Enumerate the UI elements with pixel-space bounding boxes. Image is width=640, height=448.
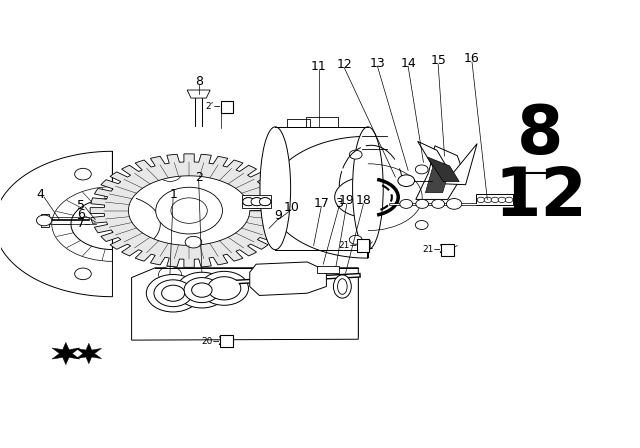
Text: 7: 7 [77, 216, 85, 230]
Text: 5: 5 [77, 199, 85, 212]
Text: 17: 17 [314, 198, 329, 211]
Text: 20−: 20− [202, 336, 220, 345]
Text: 21: 21 [438, 243, 454, 256]
Circle shape [349, 235, 362, 244]
Text: 21−: 21− [422, 246, 442, 254]
Text: 8: 8 [195, 75, 203, 88]
Text: 9: 9 [275, 210, 282, 223]
Circle shape [185, 237, 202, 248]
Text: 13: 13 [370, 57, 385, 70]
Circle shape [176, 272, 227, 308]
Polygon shape [187, 90, 210, 98]
Text: 12: 12 [494, 164, 587, 230]
Circle shape [447, 198, 462, 209]
Text: 21: 21 [358, 239, 374, 252]
Polygon shape [476, 194, 513, 205]
Text: 10: 10 [284, 201, 300, 214]
Text: 16: 16 [464, 52, 480, 65]
Polygon shape [428, 157, 460, 181]
Circle shape [191, 283, 212, 297]
Text: 4: 4 [36, 189, 44, 202]
Circle shape [349, 150, 362, 159]
Circle shape [36, 215, 52, 226]
Polygon shape [132, 268, 358, 340]
Text: 8: 8 [517, 102, 563, 168]
Text: 21−: 21− [338, 241, 357, 250]
Circle shape [505, 197, 513, 202]
Polygon shape [76, 343, 102, 364]
Circle shape [184, 278, 220, 302]
Ellipse shape [353, 127, 383, 250]
Circle shape [200, 271, 248, 305]
Circle shape [156, 187, 223, 234]
Polygon shape [418, 142, 477, 185]
Ellipse shape [260, 127, 291, 250]
Circle shape [243, 198, 254, 206]
Circle shape [484, 197, 492, 202]
Ellipse shape [337, 279, 347, 294]
Circle shape [415, 165, 428, 174]
Circle shape [147, 275, 200, 312]
Text: 6: 6 [77, 208, 85, 221]
Circle shape [171, 198, 207, 224]
Polygon shape [275, 127, 368, 250]
Circle shape [159, 165, 182, 181]
Polygon shape [242, 195, 271, 208]
Circle shape [154, 280, 192, 306]
Circle shape [159, 267, 182, 283]
Text: 2: 2 [195, 171, 203, 184]
Polygon shape [416, 146, 464, 199]
Text: 3: 3 [335, 198, 343, 211]
Polygon shape [134, 278, 358, 336]
Text: 1: 1 [169, 189, 177, 202]
Circle shape [432, 199, 445, 208]
Circle shape [75, 268, 92, 280]
Text: 18: 18 [355, 194, 371, 207]
Circle shape [498, 197, 506, 202]
Polygon shape [0, 151, 113, 297]
Circle shape [477, 197, 484, 202]
Polygon shape [317, 267, 339, 273]
Text: 20: 20 [218, 335, 234, 348]
Circle shape [185, 200, 202, 211]
Circle shape [251, 198, 262, 206]
Text: 14: 14 [400, 57, 416, 70]
Circle shape [259, 198, 271, 206]
Text: 12: 12 [337, 58, 352, 71]
Circle shape [415, 220, 428, 229]
Circle shape [207, 277, 241, 300]
Text: 2’−: 2’− [205, 103, 221, 112]
Circle shape [259, 198, 271, 206]
Polygon shape [41, 214, 49, 227]
Circle shape [491, 197, 499, 202]
Circle shape [75, 168, 92, 180]
Circle shape [162, 285, 184, 301]
Polygon shape [90, 154, 288, 267]
Text: 19: 19 [339, 194, 355, 207]
Text: 11: 11 [311, 60, 326, 73]
Text: 15: 15 [430, 55, 446, 68]
Polygon shape [426, 164, 449, 193]
Polygon shape [52, 342, 79, 365]
Circle shape [243, 198, 254, 206]
Circle shape [398, 175, 415, 186]
Polygon shape [250, 262, 326, 296]
Circle shape [400, 199, 413, 208]
Ellipse shape [333, 275, 351, 298]
Circle shape [416, 199, 429, 208]
Polygon shape [269, 136, 368, 258]
Circle shape [251, 198, 262, 206]
